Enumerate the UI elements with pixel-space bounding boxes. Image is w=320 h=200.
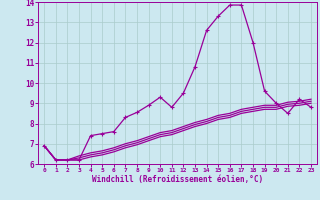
X-axis label: Windchill (Refroidissement éolien,°C): Windchill (Refroidissement éolien,°C) bbox=[92, 175, 263, 184]
